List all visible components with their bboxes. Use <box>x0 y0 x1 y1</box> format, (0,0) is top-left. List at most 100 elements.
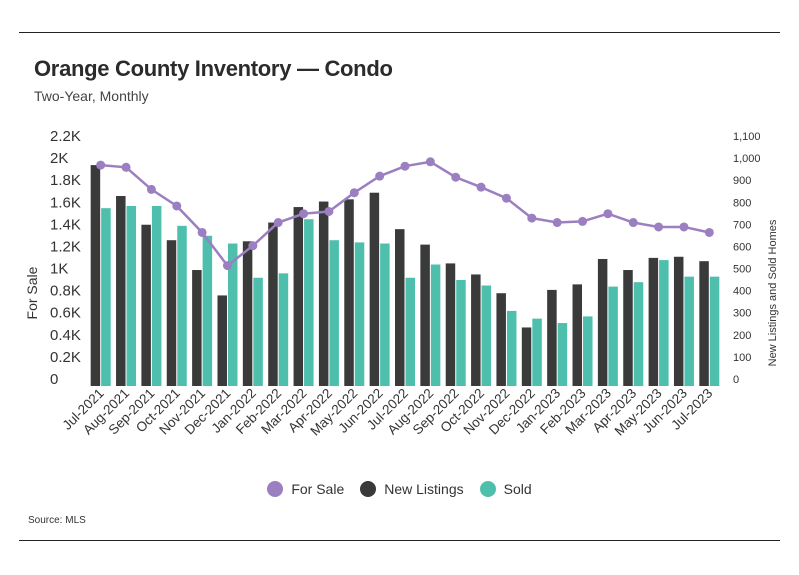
y-right-tick-label: 100 <box>733 352 751 364</box>
bar-new-listings <box>192 270 202 386</box>
bar-new-listings <box>496 293 506 386</box>
bar-new-listings <box>699 261 709 386</box>
legend-label-new-listings: New Listings <box>384 481 464 497</box>
bar-sold <box>126 205 137 386</box>
y-right-tick-label: 1,100 <box>733 131 761 143</box>
point-for-sale <box>375 171 385 181</box>
point-for-sale <box>96 160 106 170</box>
point-for-sale <box>476 182 486 192</box>
bar-new-listings <box>116 196 126 386</box>
legend-item-new-listings: New Listings <box>360 481 464 497</box>
bar-new-listings <box>318 201 329 386</box>
y-left-tick-label: 2K <box>50 150 68 167</box>
bar-sold <box>684 276 694 386</box>
point-for-sale <box>628 218 638 228</box>
point-for-sale <box>654 222 664 232</box>
point-for-sale <box>248 241 258 251</box>
bar-sold <box>557 323 568 386</box>
bar-sold <box>227 243 238 386</box>
bar-new-listings <box>597 258 608 386</box>
y-left-tick-label: 0.4K <box>50 327 81 344</box>
bar-new-listings <box>141 224 151 386</box>
y-left-tick-label: 1.2K <box>50 238 81 255</box>
point-for-sale <box>501 193 511 203</box>
y-right-tick-label: 700 <box>733 219 751 231</box>
bar-sold <box>202 235 213 386</box>
bar-sold <box>253 277 263 386</box>
bar-sold <box>354 242 365 386</box>
y-left-tick-label: 0 <box>50 371 58 388</box>
point-for-sale <box>172 201 182 211</box>
bar-sold <box>659 260 669 386</box>
y-right-tick-label: 1,000 <box>733 153 761 165</box>
bar-new-listings <box>344 199 354 386</box>
point-for-sale <box>679 222 689 232</box>
bar-new-listings <box>572 284 583 386</box>
y-right-tick-label: 200 <box>733 330 751 342</box>
bar-new-listings <box>445 263 456 386</box>
legend: For Sale New Listings Sold <box>0 481 799 497</box>
y-left-axis-label: For Sale <box>24 266 40 319</box>
y-left-tick-label: 0.8K <box>50 283 81 300</box>
bar-sold <box>709 276 720 386</box>
y-right-tick-label: 300 <box>733 308 751 320</box>
y-left-tick-label: 1.6K <box>50 194 81 211</box>
point-for-sale <box>704 227 714 237</box>
point-for-sale <box>273 218 283 228</box>
y-left-tick-label: 0.6K <box>50 305 81 322</box>
legend-label-for-sale: For Sale <box>291 481 345 497</box>
y-left-tick-label: 1K <box>50 261 68 278</box>
legend-label-sold: Sold <box>503 481 532 497</box>
bar-new-listings <box>268 222 278 386</box>
point-for-sale <box>425 157 435 167</box>
bar-sold <box>583 316 593 386</box>
bottom-rule <box>19 540 780 541</box>
bar-sold <box>532 318 542 386</box>
bar-sold <box>456 279 466 386</box>
y-right-tick-label: 800 <box>733 197 751 209</box>
bar-sold <box>380 243 390 386</box>
bar-new-listings <box>673 256 684 386</box>
y-left-tick-label: 1.4K <box>50 216 81 233</box>
bar-new-listings <box>217 295 227 386</box>
bar-sold <box>177 225 187 386</box>
point-for-sale <box>324 206 334 216</box>
chart-subtitle: Two-Year, Monthly <box>34 88 149 104</box>
point-for-sale <box>197 227 207 237</box>
bar-sold <box>278 273 289 386</box>
y-right-tick-label: 0 <box>733 374 739 386</box>
bar-sold <box>608 286 618 386</box>
bar-sold <box>151 205 162 386</box>
legend-item-for-sale: For Sale <box>267 481 344 497</box>
y-right-tick-label: 600 <box>733 241 751 253</box>
y-right-tick-label: 500 <box>733 264 751 276</box>
chart-title: Orange County Inventory — Condo <box>34 56 393 81</box>
y-left-tick-label: 0.2K <box>50 349 81 366</box>
point-for-sale <box>400 161 410 171</box>
bar-sold <box>405 277 415 386</box>
y-right-axis-label: New Listings and Sold Homes <box>767 219 779 366</box>
bar-sold <box>329 240 339 386</box>
bar-new-listings <box>90 165 101 386</box>
bar-new-listings <box>242 241 253 386</box>
bar-sold <box>506 310 517 386</box>
legend-swatch-for-sale <box>267 481 284 497</box>
y-left-tick-label: 2.2K <box>50 128 81 145</box>
bar-sold <box>481 285 492 386</box>
legend-swatch-new-listings <box>360 481 377 497</box>
bar-sold <box>304 219 314 386</box>
bar-new-listings <box>420 244 430 386</box>
point-for-sale <box>451 172 461 182</box>
bar-new-listings <box>395 229 405 386</box>
point-for-sale <box>349 188 359 198</box>
bar-new-listings <box>369 192 380 386</box>
bar-new-listings <box>623 270 633 386</box>
point-for-sale <box>603 209 613 219</box>
point-for-sale <box>299 209 309 219</box>
bar-new-listings <box>166 240 177 386</box>
legend-item-sold: Sold <box>479 481 532 497</box>
bar-sold <box>633 282 644 386</box>
source-note: Source: MLS <box>28 515 86 526</box>
bar-new-listings <box>293 207 304 386</box>
